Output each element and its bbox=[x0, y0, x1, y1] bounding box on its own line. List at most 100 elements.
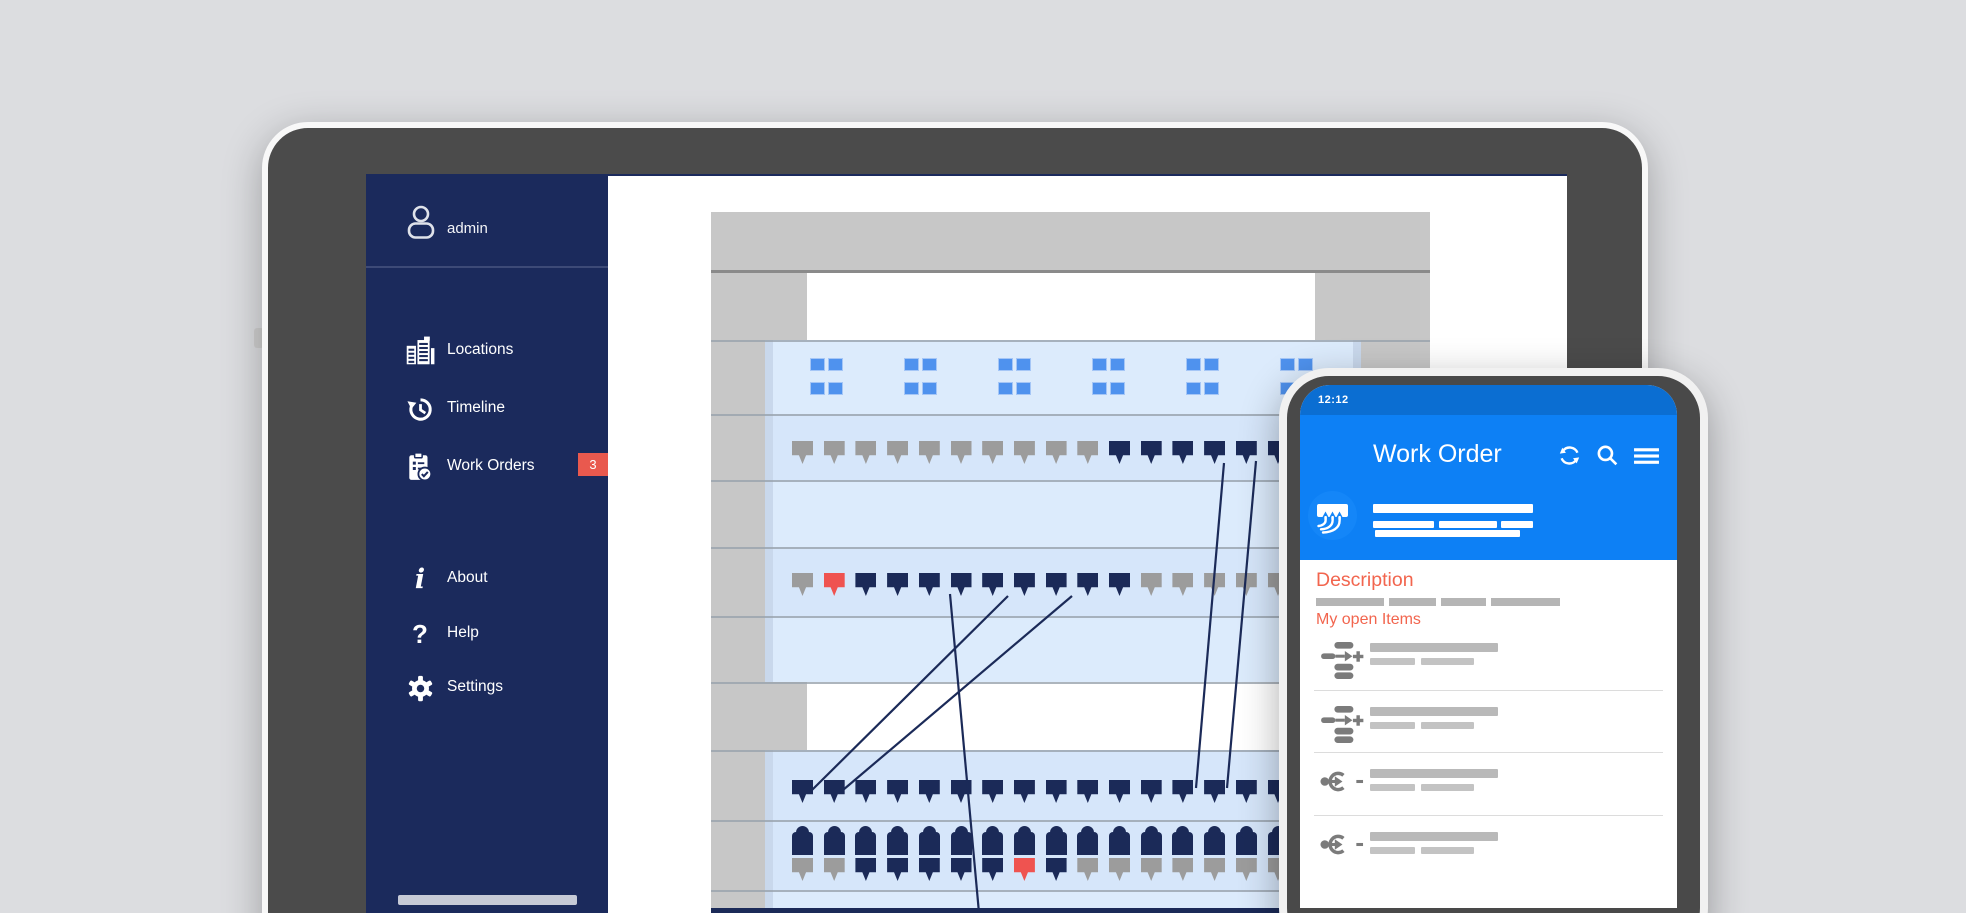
panel-module-square bbox=[1092, 382, 1107, 395]
port-connected bbox=[1077, 826, 1099, 855]
connector-icon bbox=[1314, 767, 1370, 796]
panel-module-square bbox=[904, 358, 919, 371]
work-order-list-item[interactable] bbox=[1314, 752, 1663, 796]
sidebar-item-timeline[interactable]: Timeline bbox=[366, 390, 608, 428]
cable-line bbox=[842, 595, 1073, 791]
port-connected bbox=[1045, 826, 1067, 855]
sidebar-item-label: About bbox=[447, 569, 488, 586]
question-icon: ? bbox=[412, 619, 428, 649]
search-icon[interactable] bbox=[1595, 443, 1620, 468]
cable-line bbox=[948, 593, 981, 913]
cable-line bbox=[811, 595, 1009, 791]
patch-panel-logo-icon bbox=[1317, 504, 1348, 534]
work-order-avatar bbox=[1308, 491, 1357, 540]
content-top-border bbox=[608, 174, 1567, 176]
work-orders-count-badge: 3 bbox=[578, 453, 608, 476]
sidebar-item-about[interactable]: i About bbox=[366, 560, 608, 598]
port-connected bbox=[1013, 826, 1035, 855]
rack-rail-left bbox=[711, 273, 765, 908]
sidebar-item-locations[interactable]: Locations bbox=[366, 332, 608, 370]
rack-unit-separator bbox=[711, 682, 1430, 684]
status-time: 12:12 bbox=[1318, 394, 1349, 406]
user-profile[interactable]: admin bbox=[366, 202, 608, 254]
panel-module-square bbox=[1186, 382, 1201, 395]
panel-module-square bbox=[1298, 358, 1313, 371]
gear-icon bbox=[404, 671, 436, 705]
sidebar-item-label: Locations bbox=[447, 341, 514, 358]
port-connected bbox=[1235, 826, 1257, 855]
rack-unit-separator bbox=[711, 480, 1430, 482]
work-order-list-item[interactable] bbox=[1314, 815, 1663, 859]
phone-screen: 12:12 Work Order bbox=[1300, 385, 1677, 908]
app-bar-actions bbox=[1557, 443, 1660, 468]
cable-line bbox=[1225, 460, 1258, 789]
clipboard-check-icon bbox=[404, 450, 436, 484]
panel-module-square bbox=[1092, 358, 1107, 371]
work-order-list-item[interactable] bbox=[1314, 690, 1663, 743]
port-connected bbox=[1204, 826, 1226, 855]
item-text-placeholder bbox=[1370, 641, 1498, 679]
rack-unit-separator bbox=[711, 414, 1430, 416]
port-connected bbox=[792, 826, 813, 855]
menu-icon[interactable] bbox=[1633, 443, 1660, 468]
sidebar-item-settings[interactable]: Settings bbox=[366, 669, 608, 707]
sidebar-item-label: Timeline bbox=[447, 399, 505, 416]
panel-module-square bbox=[998, 382, 1013, 395]
user-name: admin bbox=[447, 220, 488, 237]
patch-add-icon bbox=[1314, 641, 1370, 679]
port-connected bbox=[855, 826, 877, 855]
rack-unit-separator bbox=[711, 820, 1430, 822]
rack-unit-separator bbox=[711, 750, 1430, 752]
item-text-placeholder bbox=[1370, 705, 1498, 743]
description-section-title: Description bbox=[1316, 569, 1414, 591]
sidebar-item-help[interactable]: ? Help bbox=[366, 615, 608, 653]
phone-status-bar: 12:12 bbox=[1300, 385, 1677, 415]
rack-unit-separator bbox=[711, 616, 1430, 618]
panel-module-square bbox=[922, 382, 937, 395]
buildings-icon bbox=[404, 334, 436, 368]
panel-module-square bbox=[1186, 358, 1201, 371]
patch-add-icon bbox=[1314, 705, 1370, 743]
panel-module-square bbox=[1110, 382, 1125, 395]
rack-unit-separator bbox=[711, 890, 1430, 892]
tablet-power-button bbox=[254, 328, 264, 348]
patch-panel-band bbox=[765, 340, 1361, 414]
rack-unit-separator bbox=[711, 340, 1430, 342]
sidebar-item-work-orders[interactable]: Work Orders 3 bbox=[366, 448, 608, 486]
patch-panel-band bbox=[765, 890, 1361, 908]
cable-connections bbox=[811, 460, 1258, 913]
panel-module-square bbox=[1280, 358, 1295, 371]
sidebar-item-label: Settings bbox=[447, 678, 504, 695]
port-connected bbox=[1109, 826, 1130, 855]
sidebar-item-label: Work Orders bbox=[447, 457, 535, 474]
port-connected bbox=[950, 826, 972, 855]
patch-panel-band bbox=[765, 480, 1361, 547]
rack-unit-separator bbox=[711, 547, 1430, 549]
history-icon bbox=[404, 392, 436, 426]
work-order-list-item[interactable] bbox=[1314, 636, 1663, 679]
panel-edge bbox=[765, 750, 773, 908]
rack-rail-block bbox=[1315, 273, 1430, 340]
panel-module-square bbox=[904, 382, 919, 395]
info-icon: i bbox=[414, 563, 426, 595]
phone-content: Description My open Items bbox=[1300, 560, 1677, 908]
rack-top-band-edge bbox=[711, 270, 1430, 273]
description-placeholder bbox=[1316, 598, 1560, 606]
rack-rail-block bbox=[711, 682, 807, 750]
panel-module-square bbox=[998, 358, 1013, 371]
port-connected bbox=[823, 826, 845, 855]
panel-module-square bbox=[828, 382, 843, 395]
rack-bottom-band bbox=[711, 908, 1430, 913]
panel-module-square bbox=[1016, 382, 1031, 395]
panel-module-square bbox=[922, 358, 937, 371]
phone-device: 12:12 Work Order bbox=[1279, 368, 1708, 913]
item-text-placeholder bbox=[1370, 830, 1498, 859]
panel-module-square bbox=[828, 358, 843, 371]
port-connected bbox=[982, 826, 1004, 855]
sidebar-scroll-indicator bbox=[398, 895, 577, 905]
refresh-icon[interactable] bbox=[1557, 443, 1582, 468]
panel-module-square bbox=[1110, 358, 1125, 371]
item-text-placeholder bbox=[1370, 767, 1498, 796]
my-open-items-title: My open Items bbox=[1316, 611, 1421, 628]
connector-icon bbox=[1314, 830, 1370, 859]
